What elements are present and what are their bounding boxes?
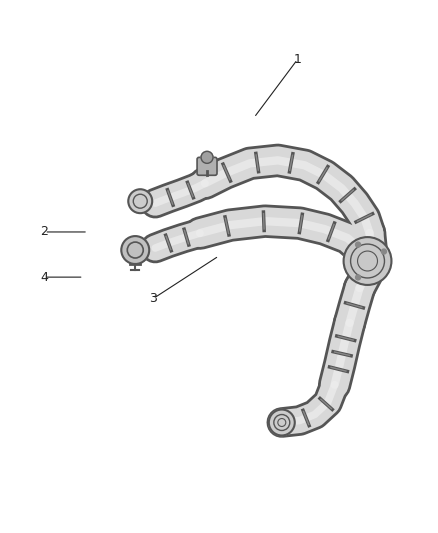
Circle shape bbox=[128, 189, 152, 213]
Circle shape bbox=[269, 409, 295, 435]
Circle shape bbox=[356, 275, 360, 280]
Text: 3: 3 bbox=[149, 292, 157, 305]
Circle shape bbox=[381, 249, 386, 254]
Circle shape bbox=[343, 237, 392, 285]
FancyBboxPatch shape bbox=[197, 157, 217, 175]
Text: 4: 4 bbox=[40, 271, 48, 284]
Text: 2: 2 bbox=[40, 225, 48, 238]
Circle shape bbox=[201, 151, 213, 163]
Text: 1: 1 bbox=[293, 53, 301, 66]
Circle shape bbox=[356, 242, 360, 247]
Circle shape bbox=[121, 236, 149, 264]
